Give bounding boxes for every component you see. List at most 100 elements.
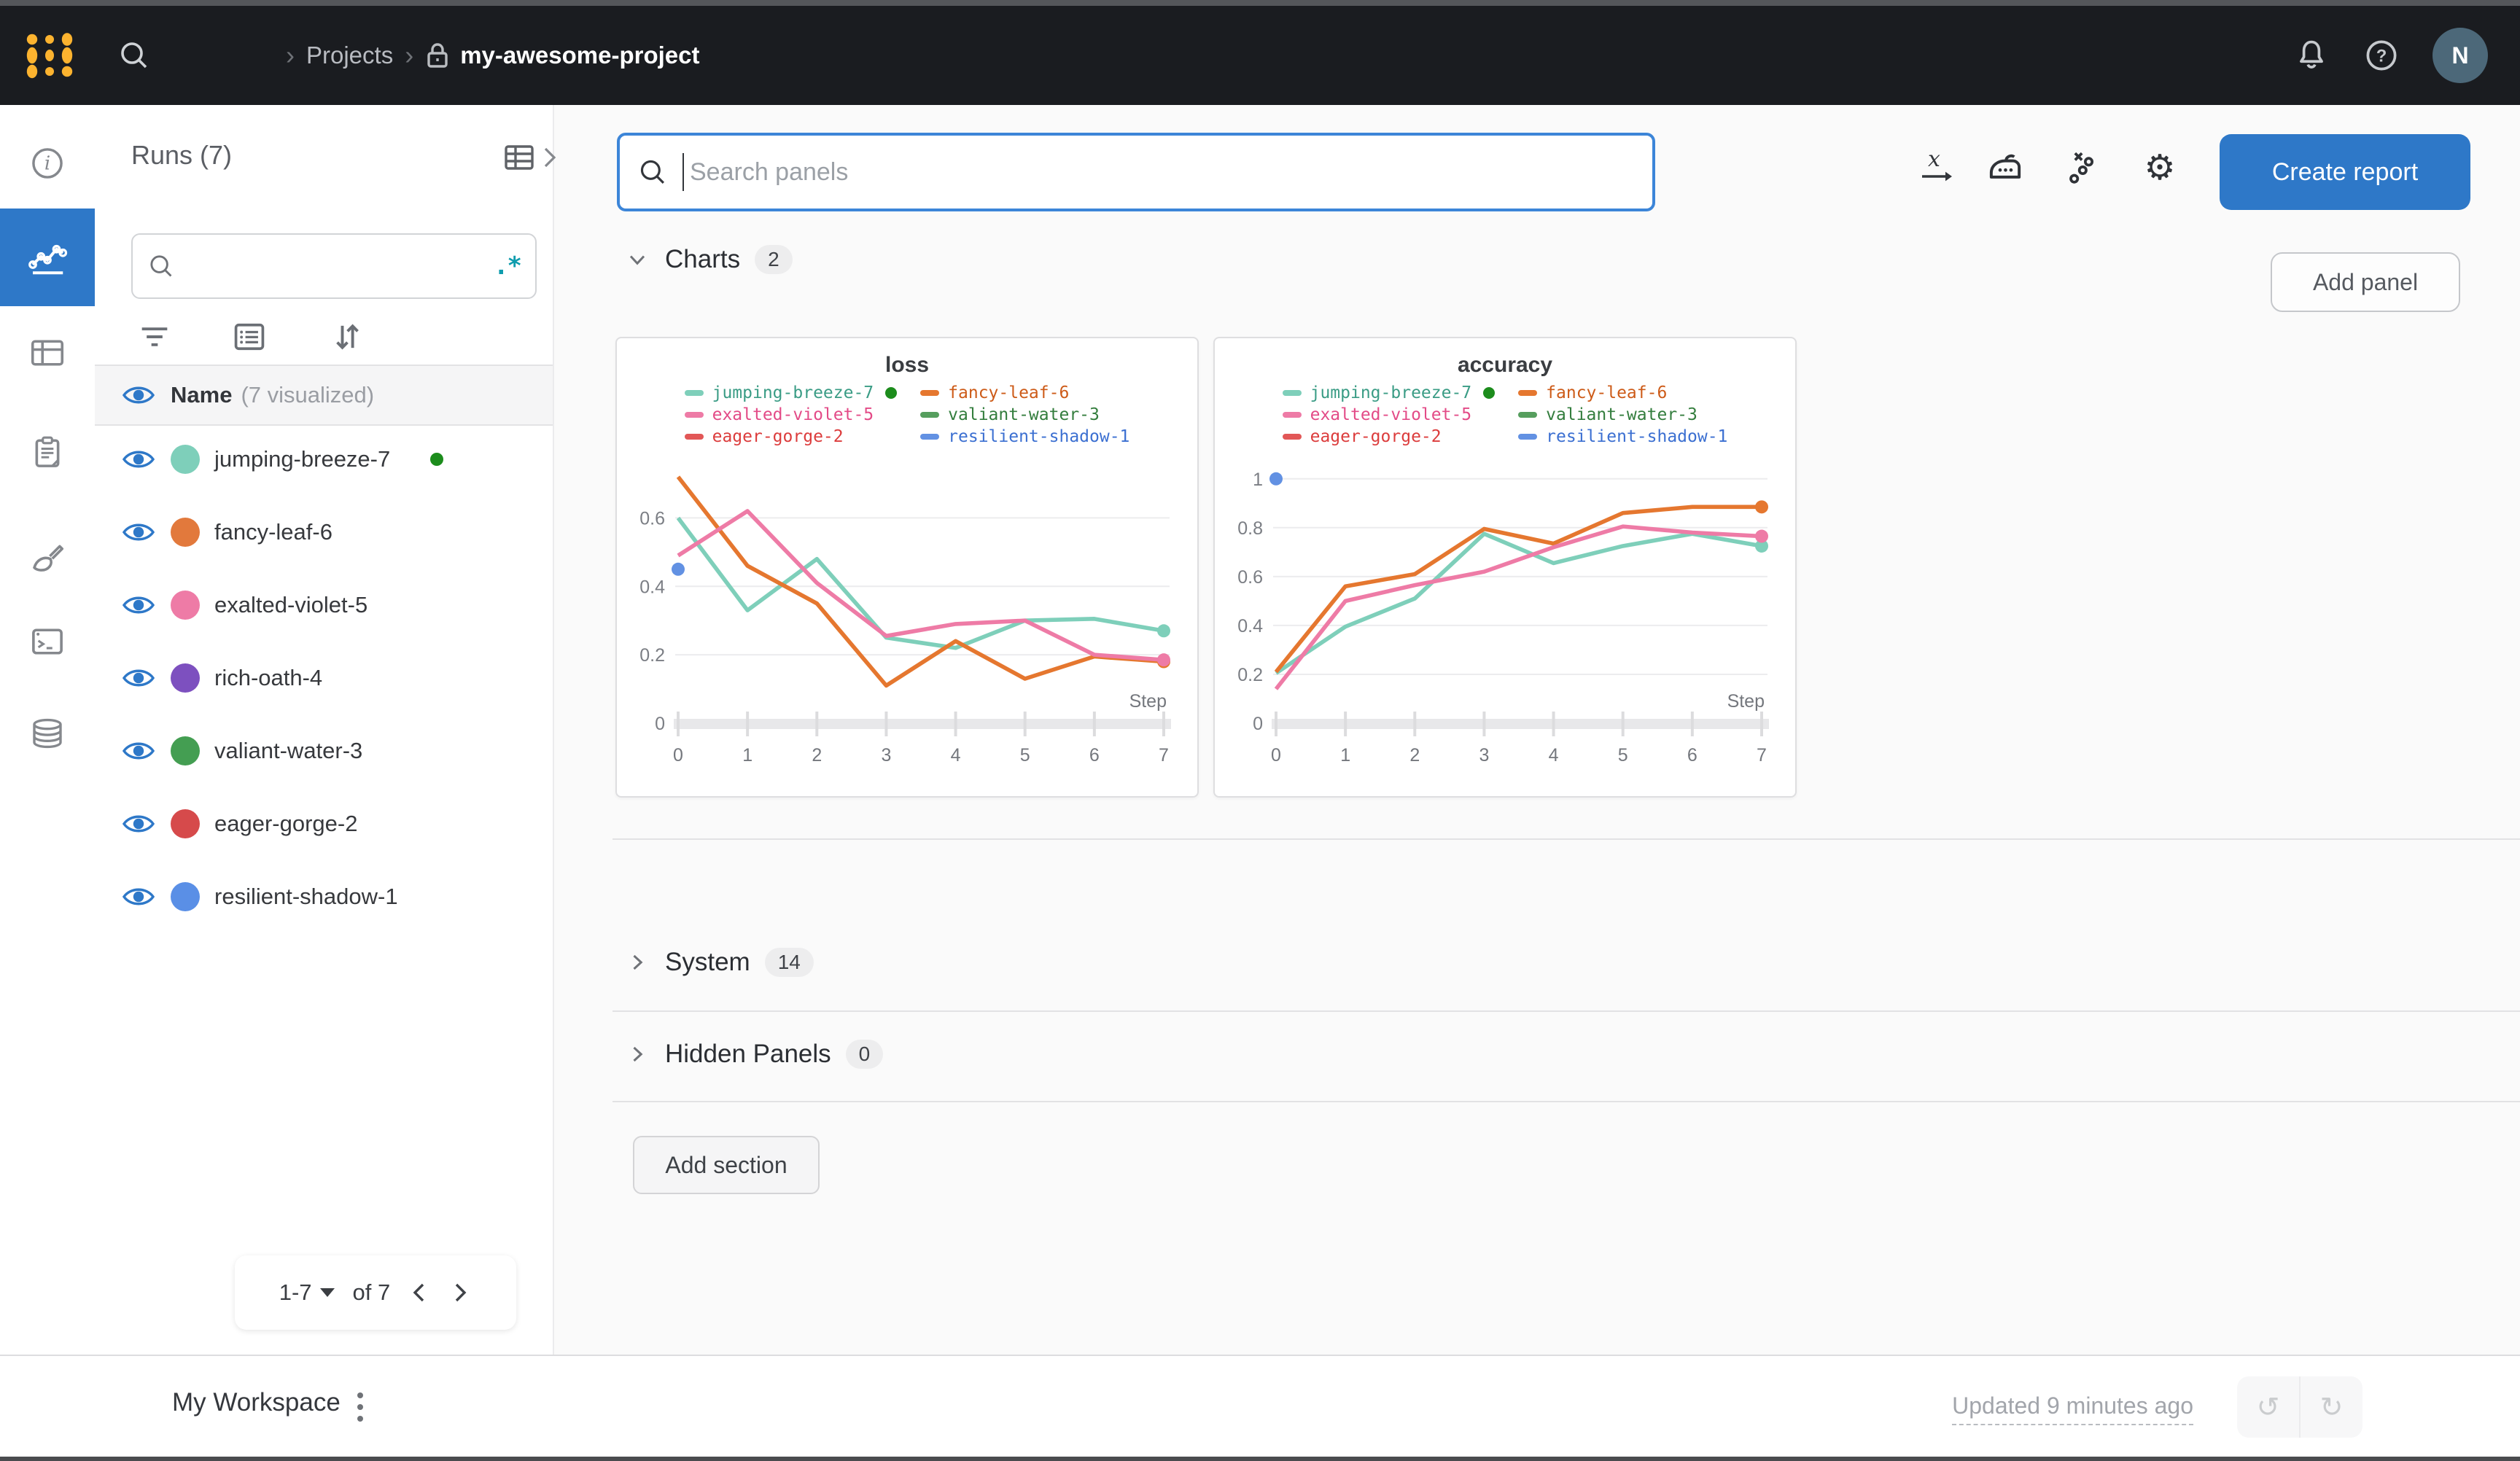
rail-clipboard-icon[interactable] (0, 414, 95, 490)
next-page-icon[interactable] (448, 1281, 472, 1304)
visibility-eye-icon[interactable] (121, 518, 156, 547)
visibility-eye-icon[interactable] (121, 809, 156, 838)
runs-header-name[interactable]: Name (171, 382, 233, 408)
redo-icon[interactable]: ↻ (2299, 1376, 2362, 1438)
visibility-eye-icon[interactable] (121, 736, 156, 765)
visibility-eye-icon[interactable] (121, 445, 156, 474)
section-hidden-panels-header[interactable]: Hidden Panels 0 (624, 1040, 884, 1069)
search-icon (150, 255, 172, 277)
legend-item[interactable]: exalted-violet-5 (684, 405, 898, 424)
create-report-button[interactable]: Create report (2220, 134, 2470, 210)
panels-search-input[interactable] (687, 156, 1635, 188)
legend-label: jumping-breeze-7 (712, 383, 874, 402)
svg-text:6: 6 (1089, 745, 1100, 765)
run-row[interactable]: exalted-violet-5 (95, 569, 553, 642)
legend-swatch (1282, 390, 1302, 396)
run-color-dot (171, 882, 200, 911)
section-charts-label: Charts (665, 245, 741, 273)
section-system-header[interactable]: System 14 (624, 948, 814, 977)
lock-icon (427, 43, 448, 68)
run-row[interactable]: valiant-water-3 (95, 714, 553, 787)
rail-table-icon[interactable] (0, 315, 95, 391)
legend-item[interactable]: resilient-shadow-1 (920, 427, 1129, 446)
run-name[interactable]: valiant-water-3 (214, 738, 363, 763)
legend-item[interactable]: fancy-leaf-6 (920, 383, 1129, 402)
visibility-eye-icon[interactable] (121, 381, 156, 410)
undo-icon[interactable]: ↺ (2256, 1392, 2280, 1423)
svg-text:1: 1 (1253, 470, 1263, 490)
help-icon[interactable]: ? (2362, 36, 2400, 74)
section-divider (612, 1010, 2520, 1012)
legend-item[interactable]: valiant-water-3 (920, 405, 1129, 424)
rail-terminal-icon[interactable] (0, 604, 95, 679)
breadcrumb-project-link[interactable]: my-awesome-project (425, 42, 700, 69)
svg-text:0: 0 (673, 745, 683, 765)
run-row[interactable]: jumping-breeze-7 (95, 423, 553, 496)
run-name[interactable]: fancy-leaf-6 (214, 519, 332, 545)
svg-text:0.2: 0.2 (639, 645, 665, 666)
rail-artifacts-database-icon[interactable] (0, 696, 95, 771)
workspace-selector[interactable]: My Workspace (172, 1388, 341, 1417)
legend-item[interactable]: jumping-breeze-7 (684, 383, 898, 402)
add-panel-button[interactable]: Add panel (2271, 252, 2460, 312)
run-name[interactable]: resilient-shadow-1 (214, 884, 398, 909)
legend-label: fancy-leaf-6 (1546, 383, 1668, 402)
run-row[interactable]: fancy-leaf-6 (95, 496, 553, 569)
breadcrumb-projects-link[interactable]: Projects (306, 42, 394, 69)
group-icon[interactable] (230, 318, 268, 356)
visibility-eye-icon[interactable] (121, 882, 156, 911)
chart-plot[interactable]: 0 0.2 0.4 0.6 0.8 1 0 1 2 3 4 5 6 7 Step (1224, 458, 1785, 782)
svg-text:5: 5 (1020, 745, 1030, 765)
run-color-dot (171, 518, 200, 547)
runs-search-input[interactable] (187, 252, 494, 280)
regex-toggle[interactable]: .* (494, 252, 522, 281)
chart-plot[interactable]: 0 0.2 0.4 0.6 0 1 2 3 4 5 6 7 Step (626, 458, 1187, 782)
expand-runs-table-button[interactable] (500, 137, 559, 178)
page-range-dropdown[interactable]: 1-7 (279, 1279, 335, 1306)
add-section-button[interactable]: Add section (633, 1136, 820, 1194)
run-row[interactable]: rich-oath-4 (95, 642, 553, 714)
run-name[interactable]: jumping-breeze-7 (214, 446, 391, 472)
legend-swatch (1282, 412, 1302, 418)
user-avatar[interactable]: N (2432, 28, 2488, 83)
run-row[interactable]: resilient-shadow-1 (95, 860, 553, 933)
project-name: my-awesome-project (460, 42, 700, 69)
legend-item[interactable]: fancy-leaf-6 (1518, 383, 1727, 402)
workspace-main: x ⚙ Create report Charts 2 Add panel los… (612, 105, 2520, 1355)
visibility-eye-icon[interactable] (121, 663, 156, 693)
legend-item[interactable]: valiant-water-3 (1518, 405, 1727, 424)
rail-sweeps-brush-icon[interactable] (0, 519, 95, 595)
chevron-right-icon (633, 954, 643, 970)
workspace-menu-kebab-icon[interactable] (346, 1387, 375, 1427)
wandb-logo-icon[interactable] (20, 26, 79, 85)
running-indicator (1483, 387, 1496, 399)
panel-card-accuracy[interactable]: accuracy jumping-breeze-7 fancy-leaf-6 exal… (1213, 337, 1797, 798)
section-charts-header[interactable]: Charts 2 (624, 245, 793, 274)
rail-workspace-line-chart-icon[interactable] (0, 209, 95, 306)
run-name[interactable]: rich-oath-4 (214, 665, 323, 690)
ignore-outliers-icon[interactable] (2056, 143, 2106, 192)
legend-item[interactable]: exalted-violet-5 (1282, 405, 1496, 424)
workspace-settings-gear-icon[interactable]: ⚙ (2144, 149, 2176, 187)
legend-item[interactable]: resilient-shadow-1 (1518, 427, 1727, 446)
run-name[interactable]: exalted-violet-5 (214, 592, 368, 617)
smoothing-iron-icon[interactable] (1980, 143, 2030, 192)
runs-scrollbar-gutter[interactable] (553, 105, 614, 1355)
sort-icon[interactable] (328, 318, 366, 356)
run-name[interactable]: eager-gorge-2 (214, 811, 358, 836)
x-axis-settings-icon[interactable]: x (1910, 143, 1960, 192)
rail-info-icon[interactable]: i (0, 125, 95, 201)
run-row[interactable]: eager-gorge-2 (95, 787, 553, 860)
filter-icon[interactable] (136, 318, 174, 356)
window-top-edge (0, 0, 2520, 6)
legend-item[interactable]: eager-gorge-2 (1282, 427, 1496, 446)
notifications-bell-icon[interactable] (2292, 36, 2330, 74)
global-search-icon[interactable] (117, 38, 152, 73)
visibility-eye-icon[interactable] (121, 591, 156, 620)
legend-label: resilient-shadow-1 (948, 427, 1130, 446)
legend-item[interactable]: jumping-breeze-7 (1282, 383, 1496, 402)
legend-item[interactable]: eager-gorge-2 (684, 427, 898, 446)
prev-page-icon[interactable] (408, 1281, 431, 1304)
panel-card-loss[interactable]: loss jumping-breeze-7 fancy-leaf-6 exalted-… (615, 337, 1199, 798)
